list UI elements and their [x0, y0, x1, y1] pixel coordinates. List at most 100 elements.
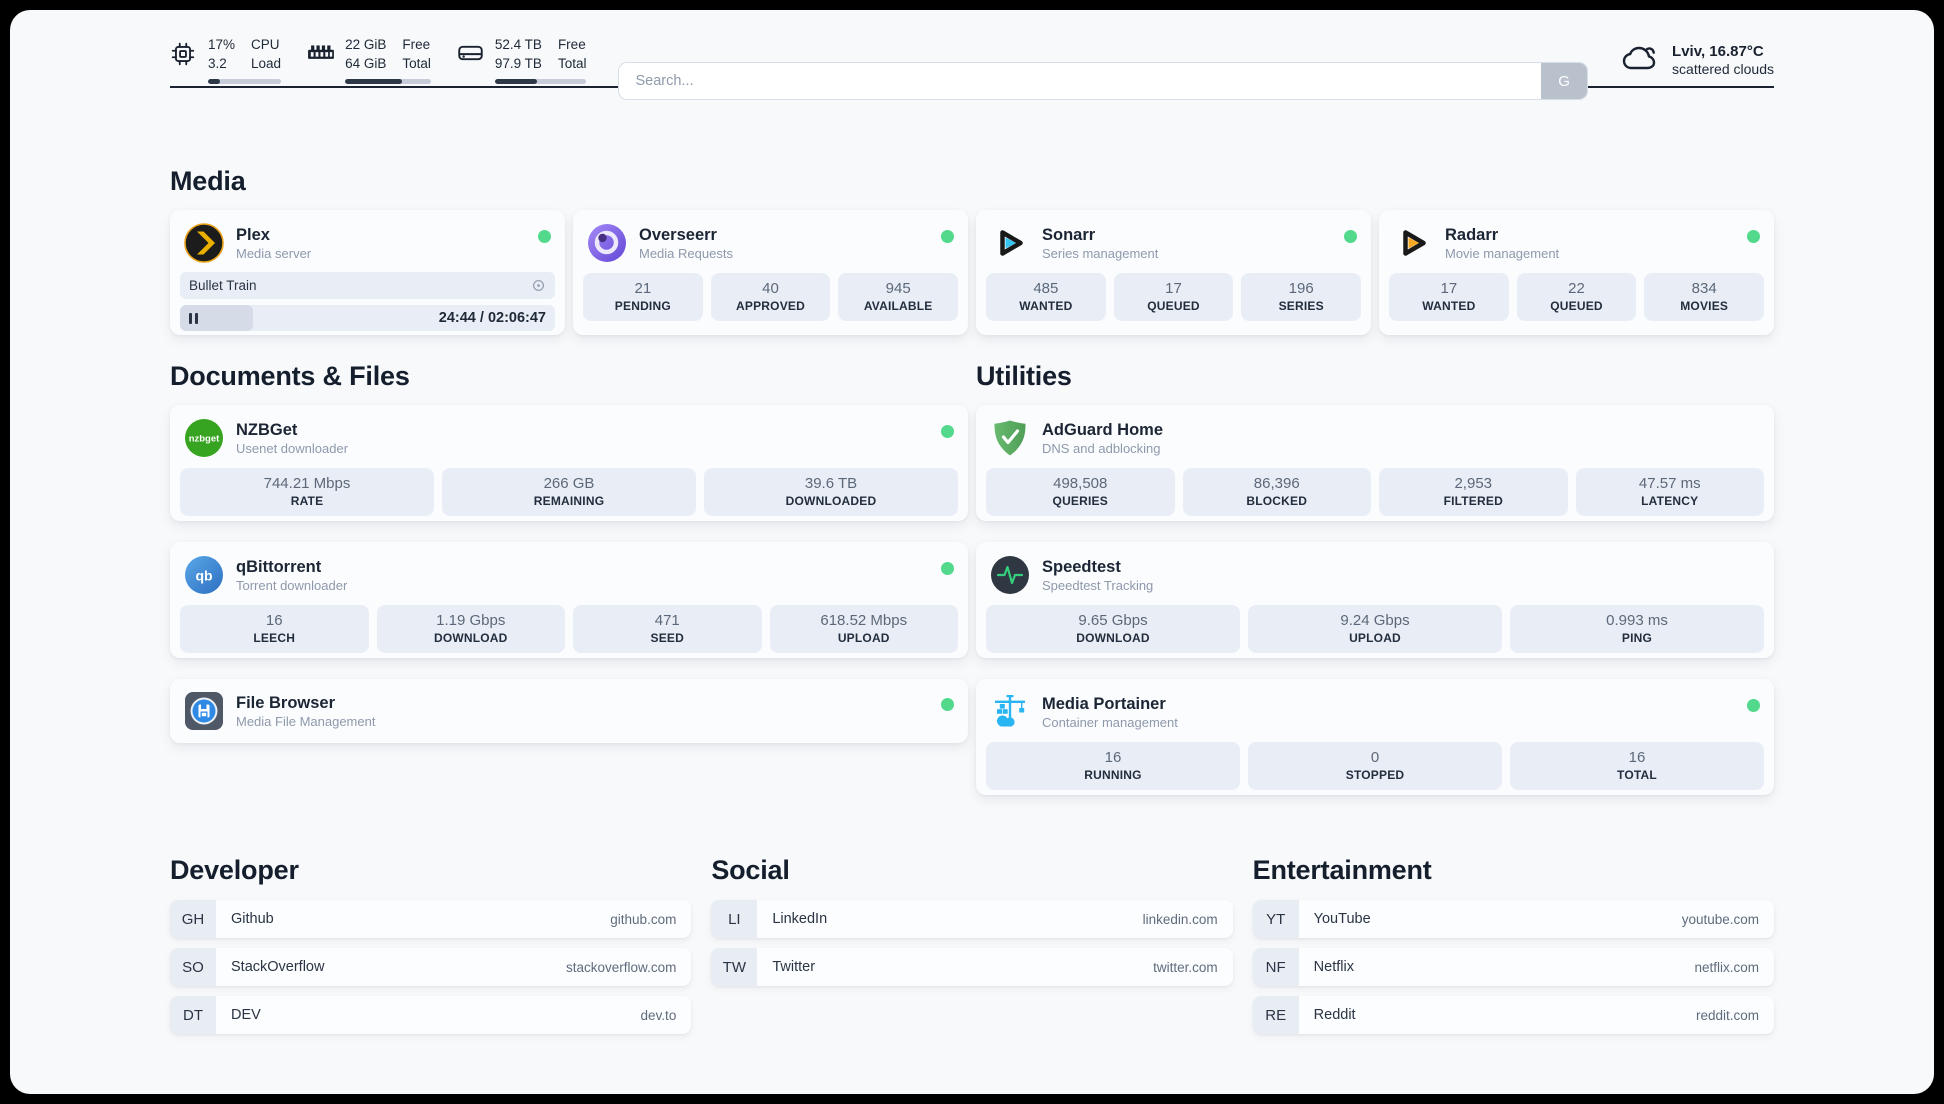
plex-now-playing: Bullet Train 24:44 / 02:06:47 — [170, 263, 565, 331]
stat-value: 39.6 TB — [804, 475, 858, 492]
app-name: qBittorrent — [236, 557, 322, 576]
stat-label: WANTED — [1422, 299, 1476, 313]
app-card-adguard[interactable]: AdGuard Home DNS and adblocking 498,508 … — [976, 405, 1774, 521]
stat-label: WANTED — [1019, 299, 1073, 313]
disk-total-label: Total — [557, 56, 587, 72]
stat-tile: 17 QUEUED — [1113, 273, 1234, 321]
link-row-dev[interactable]: DT DEV dev.to — [170, 996, 692, 1034]
stat-value: 21 — [634, 280, 652, 297]
memory-progress-fill — [345, 79, 402, 84]
link-url: github.com — [610, 911, 677, 927]
app-card-nzbget[interactable]: nzbget NZBGet Usenet downloader 744.21 M… — [170, 405, 968, 521]
stat-value: 744.21 Mbps — [263, 475, 351, 492]
app-card-filebrowser[interactable]: File Browser Media File Management — [170, 679, 968, 743]
documents-column: Documents & Files nzbget NZBGet Usenet d — [170, 361, 968, 795]
stat-tile: 9.65 Gbps DOWNLOAD — [986, 605, 1240, 653]
search-engine-button[interactable]: G — [1541, 63, 1588, 99]
app-subtitle: DNS and adblocking — [1042, 440, 1161, 456]
link-row-linkedin[interactable]: LI LinkedIn linkedin.com — [711, 900, 1233, 938]
cpu-icon — [170, 36, 198, 83]
disk-progress-track — [494, 79, 587, 84]
app-name: Speedtest — [1042, 557, 1121, 576]
developer-column: Developer GH Github github.com SO StackO… — [170, 855, 692, 1044]
stat-tile: 21 PENDING — [583, 273, 703, 321]
disk-icon — [457, 36, 485, 83]
app-card-portainer[interactable]: Media Portainer Container management 16 … — [976, 679, 1774, 795]
disk-total-value: 97.9 TB — [494, 56, 542, 72]
stat-tile: 40 APPROVED — [710, 273, 831, 321]
app-name: Plex — [236, 225, 270, 244]
app-subtitle: Container management — [1042, 714, 1178, 730]
stat-value: 22 — [1568, 280, 1585, 297]
app-subtitle: Speedtest Tracking — [1042, 577, 1154, 593]
link-row-github[interactable]: GH Github github.com — [170, 900, 692, 938]
link-name: Netflix — [1313, 959, 1354, 975]
weather-location-temp: Lviv, 16.87°C — [1672, 43, 1764, 60]
stat-value: 17 — [1440, 280, 1458, 297]
media-card-grid: Plex Media server Bullet Train — [170, 210, 1774, 335]
stat-tile: 834 MOVIES — [1644, 273, 1765, 321]
stat-value: 9.24 Gbps — [1340, 612, 1410, 629]
cpu-load-label: Load — [251, 56, 282, 72]
link-badge: YT — [1252, 900, 1299, 938]
status-online-dot — [1344, 230, 1357, 243]
cpu-stat: 17% 3.2 CPU Load — [170, 36, 282, 84]
link-url: reddit.com — [1695, 1007, 1759, 1023]
playback-progress-bar[interactable]: 24:44 / 02:06:47 — [180, 305, 555, 331]
pause-icon[interactable] — [189, 312, 198, 324]
stat-value: 834 — [1691, 280, 1717, 297]
stat-tile: 22 QUEUED — [1516, 273, 1637, 321]
app-card-plex[interactable]: Plex Media server Bullet Train — [170, 210, 565, 335]
stat-label: SEED — [650, 631, 684, 645]
now-playing-title: Bullet Train — [189, 278, 257, 293]
app-card-sonarr[interactable]: Sonarr Series management 485 WANTED 17 Q… — [976, 210, 1371, 335]
stat-label: RATE — [290, 494, 324, 508]
link-row-stackoverflow[interactable]: SO StackOverflow stackoverflow.com — [170, 948, 692, 986]
section-title-social: Social — [711, 855, 790, 885]
link-row-reddit[interactable]: RE Reddit reddit.com — [1252, 996, 1774, 1034]
plex-icon — [184, 223, 224, 263]
app-card-speedtest[interactable]: Speedtest Speedtest Tracking 9.65 Gbps D… — [976, 542, 1774, 658]
app-card-overseerr[interactable]: Overseerr Media Requests 21 PENDING 40 A… — [573, 210, 968, 335]
link-url: twitter.com — [1153, 959, 1218, 975]
stat-value: 2,953 — [1454, 475, 1493, 492]
app-card-radarr[interactable]: Radarr Movie management 17 WANTED 22 QUE… — [1379, 210, 1774, 335]
link-row-twitter[interactable]: TW Twitter twitter.com — [711, 948, 1233, 986]
stat-tile: 2,953 FILTERED — [1379, 468, 1568, 516]
stat-tile: 0 STOPPED — [1248, 742, 1502, 790]
app-subtitle: Movie management — [1445, 245, 1560, 261]
stat-label: PENDING — [614, 299, 671, 313]
stat-label: MOVIES — [1680, 299, 1729, 313]
social-column: Social LI LinkedIn linkedin.com TW Twitt… — [711, 855, 1233, 1044]
stat-label: DOWNLOADED — [785, 494, 877, 508]
weather-widget: Lviv, 16.87°C scattered clouds — [1618, 41, 1774, 80]
status-online-dot — [941, 698, 954, 711]
link-name: Twitter — [772, 959, 816, 975]
cpu-label: CPU — [251, 37, 280, 53]
status-online-dot — [941, 562, 954, 575]
app-subtitle: Media Requests — [639, 245, 733, 261]
app-subtitle: Media File Management — [236, 713, 376, 729]
search-input[interactable] — [618, 62, 1589, 100]
link-name: Github — [231, 911, 274, 927]
playback-time: 24:44 / 02:06:47 — [438, 310, 546, 326]
app-name: Overseerr — [639, 225, 717, 244]
stat-tile: 86,396 BLOCKED — [1182, 468, 1371, 516]
status-online-dot — [1747, 230, 1760, 243]
dashboard-page: 17% 3.2 CPU Load — [10, 10, 1934, 1094]
section-title-media: Media — [170, 166, 246, 196]
stat-label: TOTAL — [1617, 768, 1657, 782]
stat-tile: 1.19 Gbps DOWNLOAD — [376, 605, 565, 653]
stat-label: REMAINING — [533, 494, 605, 508]
app-card-qbittorrent[interactable]: qb qBittorrent Torrent downloader 16 LEE… — [170, 542, 968, 658]
link-badge: GH — [170, 900, 216, 938]
target-icon[interactable] — [531, 278, 546, 293]
stat-label: QUERIES — [1052, 494, 1108, 508]
stat-tile: 945 AVAILABLE — [838, 273, 959, 321]
status-online-dot — [538, 230, 551, 243]
link-url: linkedin.com — [1142, 911, 1218, 927]
stat-value: 1.19 Gbps — [436, 612, 506, 629]
stat-tile: 498,508 QUERIES — [986, 468, 1175, 516]
link-row-youtube[interactable]: YT YouTube youtube.com — [1252, 900, 1774, 938]
link-row-netflix[interactable]: NF Netflix netflix.com — [1252, 948, 1774, 986]
